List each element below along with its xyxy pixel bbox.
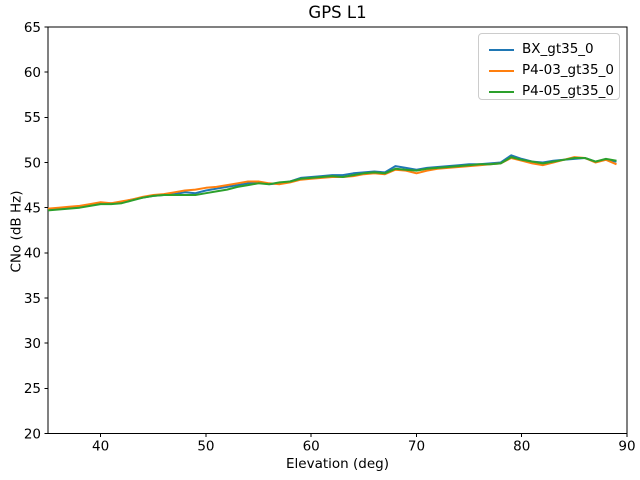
y-tick-label: 40	[24, 246, 41, 262]
legend-swatch-P4-05_gt35_0	[489, 90, 514, 93]
legend-item: P4-05_gt35_0	[489, 81, 619, 102]
legend: BX_gt35_0 P4-03_gt35_0 P4-05_gt35_0	[478, 33, 620, 100]
legend-label: BX_gt35_0	[522, 40, 594, 57]
x-tick-label: 50	[197, 439, 214, 455]
chart-title: GPS L1	[308, 3, 367, 22]
y-tick-label: 25	[24, 381, 41, 397]
x-tick-label: 70	[408, 439, 425, 455]
y-tick-label: 35	[24, 291, 41, 307]
y-tick-label: 55	[24, 110, 41, 126]
legend-item: P4-03_gt35_0	[489, 60, 619, 81]
x-tick-label: 60	[303, 439, 320, 455]
x-axis-label: Elevation (deg)	[286, 456, 389, 472]
series-line-P4-05_gt35_0	[47, 156, 617, 212]
legend-label: P4-03_gt35_0	[522, 61, 614, 78]
x-tick-label: 90	[618, 439, 635, 455]
x-tick-label: 40	[92, 439, 109, 455]
y-tick-label: 60	[24, 65, 41, 81]
y-tick-label: 45	[24, 200, 41, 216]
y-tick-label: 20	[24, 426, 41, 442]
legend-swatch-BX_gt35_0	[489, 48, 514, 51]
y-tick-label: 65	[24, 20, 41, 36]
y-tick-label: 50	[24, 155, 41, 171]
x-tick-label: 80	[513, 439, 530, 455]
y-axis-label: CNo (dB Hz)	[8, 190, 25, 273]
y-tick-label: 30	[24, 336, 41, 352]
legend-label: P4-05_gt35_0	[522, 82, 614, 99]
legend-item: BX_gt35_0	[489, 39, 619, 60]
legend-swatch-P4-03_gt35_0	[489, 69, 514, 72]
